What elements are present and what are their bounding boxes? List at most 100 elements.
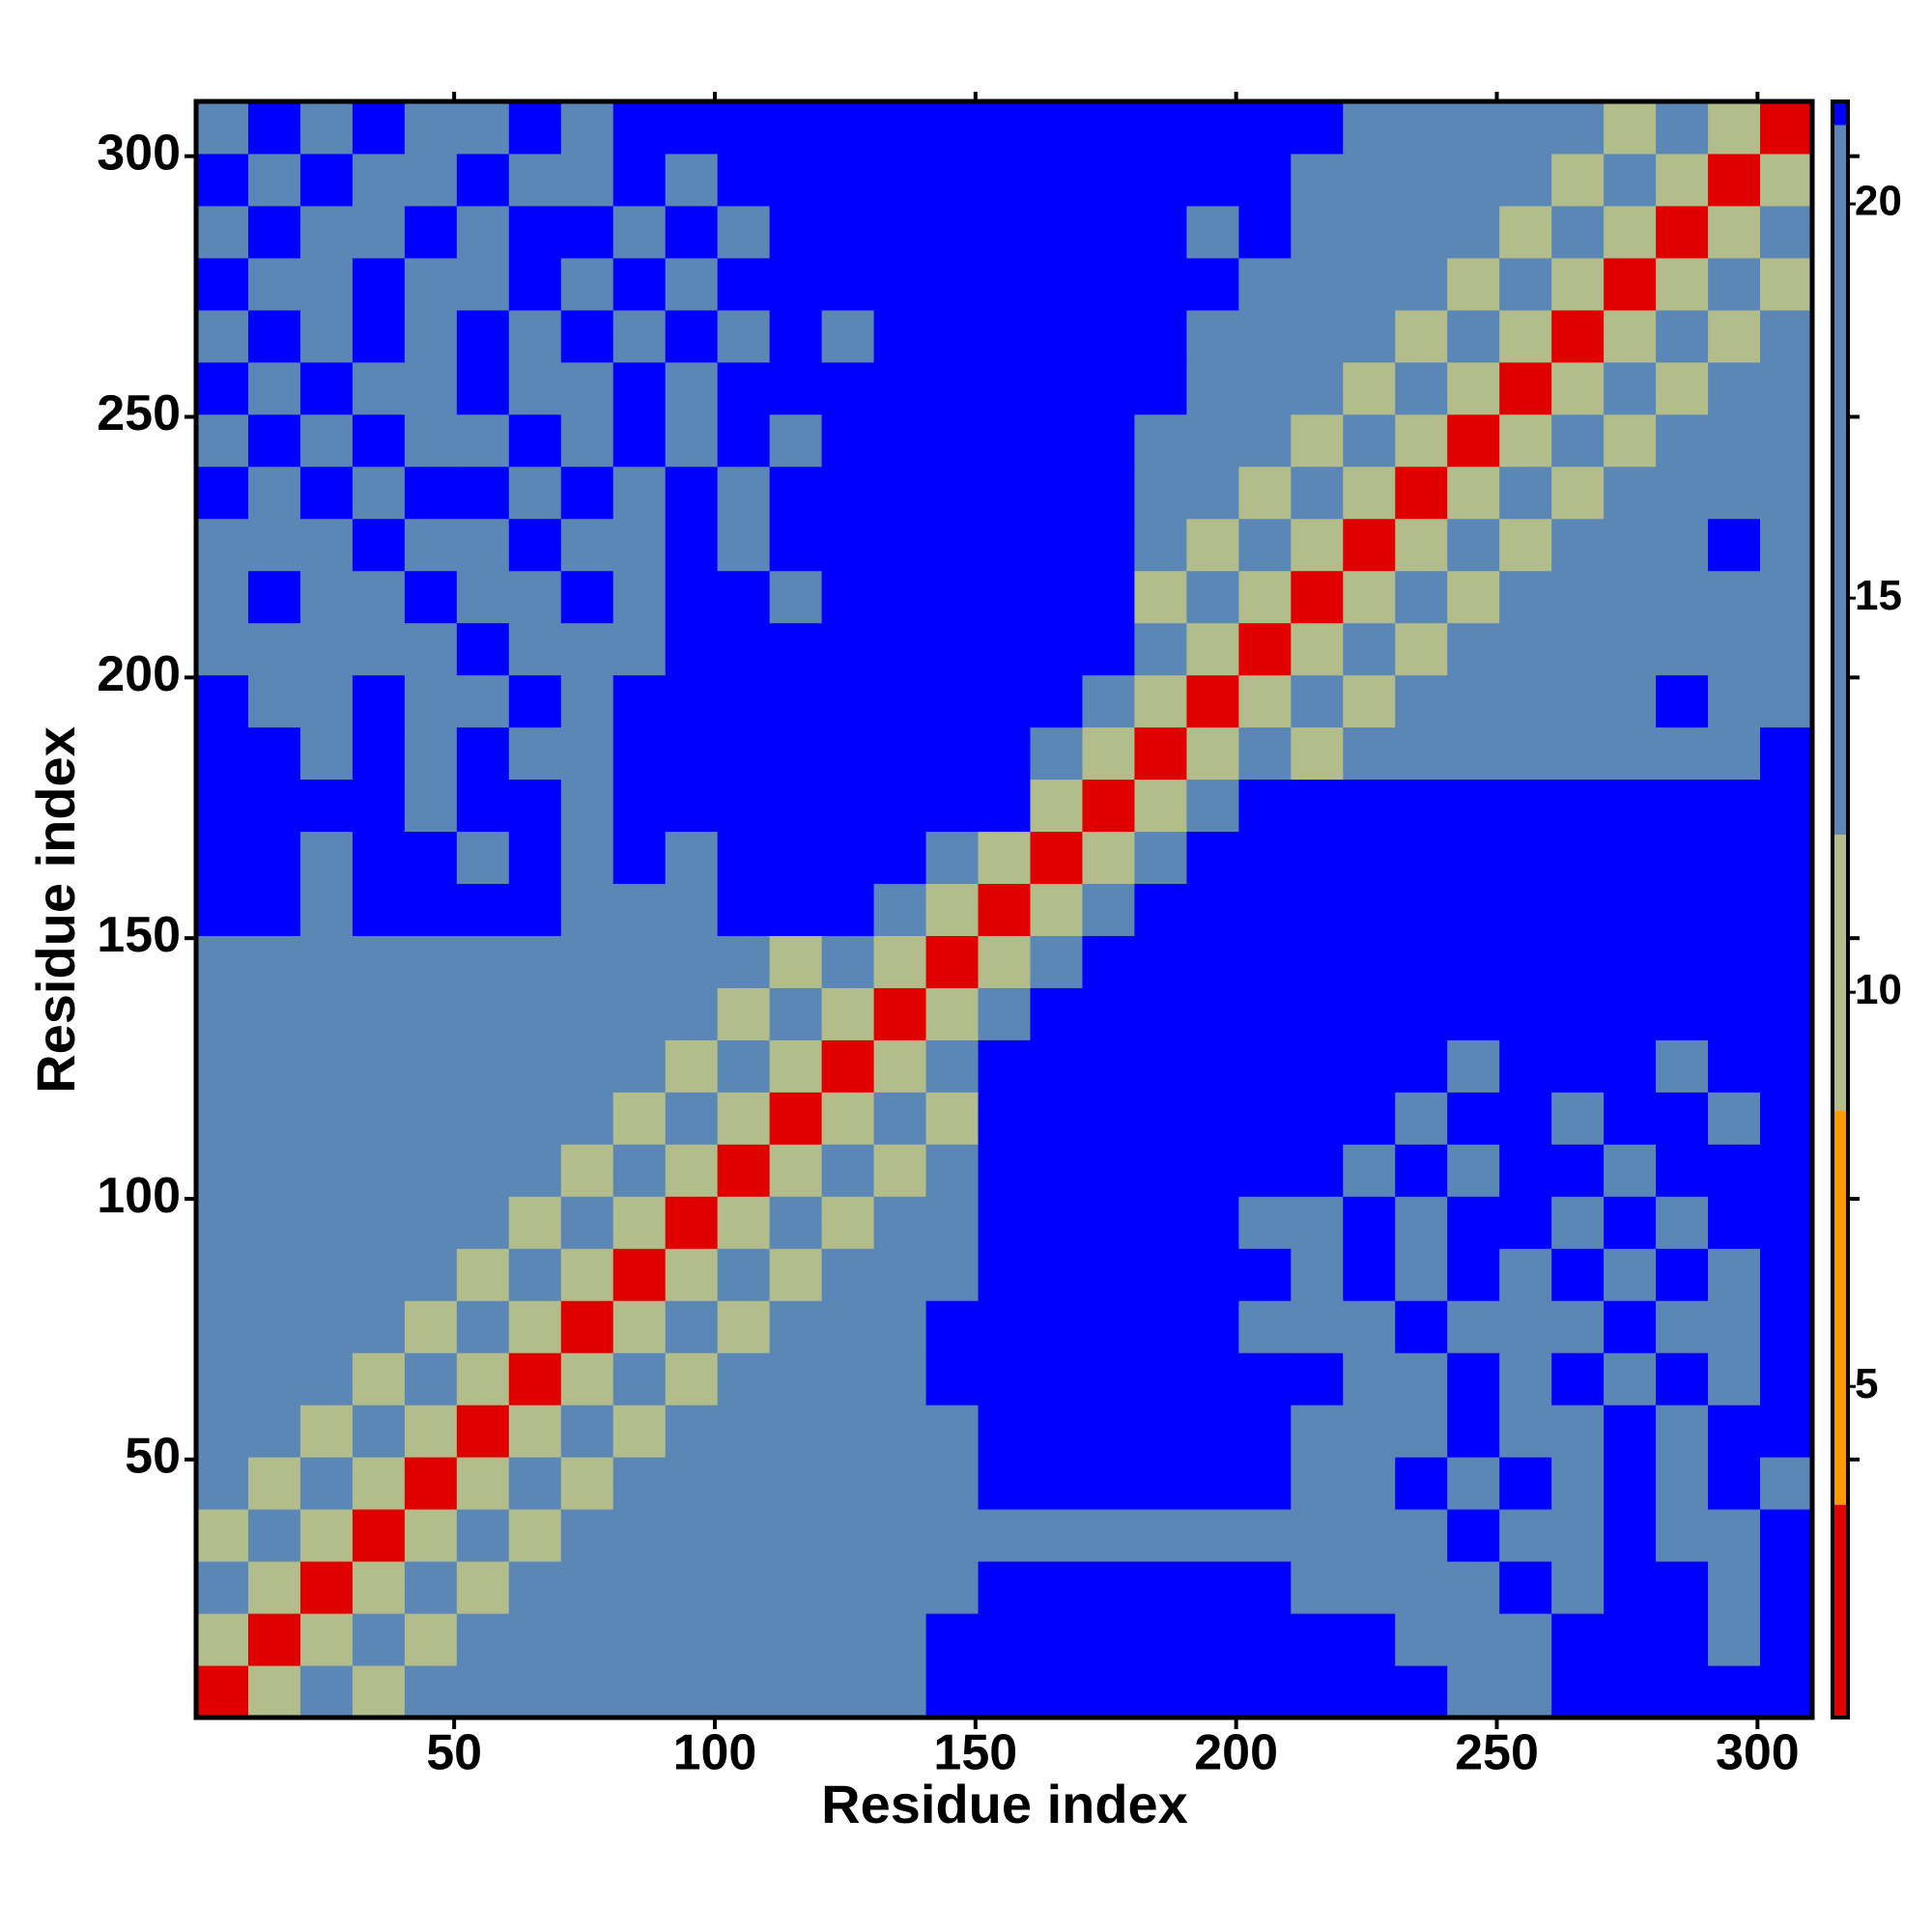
heatmap-cell	[1291, 1300, 1344, 1353]
heatmap-cell	[873, 1509, 927, 1562]
heatmap-cell	[1238, 1092, 1292, 1145]
heatmap-cell	[978, 361, 1031, 415]
heatmap-cell	[717, 205, 771, 259]
heatmap-cell	[1656, 1196, 1709, 1249]
heatmap-cell	[247, 1665, 301, 1718]
heatmap-cell	[1760, 518, 1812, 572]
heatmap-cell	[404, 153, 458, 207]
heatmap-cell	[873, 1665, 927, 1718]
heatmap-cell	[1499, 1300, 1552, 1353]
heatmap-cell	[1656, 1509, 1709, 1562]
heatmap-cell	[1447, 779, 1500, 833]
heatmap-cell	[1499, 413, 1552, 468]
heatmap-cell	[612, 101, 667, 155]
heatmap-cell	[873, 257, 927, 311]
heatmap-cell	[925, 1144, 980, 1197]
heatmap-cell	[1134, 1561, 1187, 1614]
heatmap-cell	[1082, 1039, 1135, 1093]
heatmap-cell	[1134, 987, 1187, 1040]
heatmap-cell	[1656, 1248, 1709, 1301]
heatmap-cell	[196, 153, 249, 207]
heatmap-cell	[508, 570, 562, 624]
heatmap-cell	[612, 726, 667, 781]
heatmap-cell	[508, 1144, 562, 1197]
heatmap-cell	[873, 1457, 927, 1510]
heatmap-cell	[508, 1457, 562, 1510]
heatmap-cell	[1395, 1457, 1448, 1510]
heatmap-cell	[1551, 1196, 1605, 1249]
heatmap-cell	[508, 674, 562, 728]
heatmap-cell	[1291, 726, 1344, 781]
heatmap-cell	[196, 883, 249, 936]
heatmap-cell	[925, 466, 980, 520]
heatmap-cell	[1499, 1092, 1552, 1145]
heatmap-cell	[196, 570, 249, 624]
heatmap-cell	[1760, 779, 1812, 833]
heatmap-cell	[821, 1665, 875, 1718]
heatmap-cell	[1656, 1300, 1709, 1353]
heatmap-cell	[1395, 1300, 1448, 1353]
heatmap-cell	[1134, 1665, 1187, 1718]
heatmap-cell	[456, 1561, 510, 1614]
heatmap-cell	[978, 987, 1031, 1040]
heatmap-cell	[717, 1665, 771, 1718]
heatmap-cell	[508, 726, 562, 781]
heatmap-cell	[769, 1405, 823, 1458]
heatmap-cell	[1708, 1144, 1761, 1197]
heatmap-cell	[1134, 205, 1187, 259]
heatmap-cell	[1760, 1196, 1812, 1249]
heatmap-cell	[1604, 570, 1657, 624]
heatmap-cell	[196, 1092, 249, 1145]
heatmap-cell	[299, 1092, 354, 1145]
heatmap-cell	[1238, 518, 1292, 572]
heatmap-cell	[404, 1509, 458, 1562]
heatmap-cell	[196, 779, 249, 833]
heatmap-cell	[560, 779, 614, 833]
heatmap-cell	[1343, 1352, 1396, 1406]
heatmap-cell	[1134, 413, 1187, 468]
heatmap-cell	[1082, 1405, 1135, 1458]
heatmap-cell	[1604, 1561, 1657, 1614]
heatmap-cell	[299, 257, 354, 311]
heatmap-cell	[1760, 1457, 1812, 1510]
heatmap-cell	[404, 257, 458, 311]
heatmap-cell	[1030, 987, 1083, 1040]
heatmap-cell	[821, 101, 875, 155]
heatmap-cell	[1238, 1613, 1292, 1666]
heatmap-cell	[978, 413, 1031, 468]
heatmap-cell	[1604, 466, 1657, 520]
heatmap-cell	[352, 413, 406, 468]
heatmap-cell	[769, 1248, 823, 1301]
heatmap-cell	[1030, 309, 1083, 363]
heatmap-cell	[1604, 1300, 1657, 1353]
heatmap-cell	[404, 674, 458, 728]
heatmap-cell	[1395, 1196, 1448, 1249]
heatmap-cell	[508, 257, 562, 311]
heatmap-cell	[247, 1457, 301, 1510]
heatmap-cell	[1499, 883, 1552, 936]
heatmap-cell	[1760, 466, 1812, 520]
heatmap-cell	[1082, 361, 1135, 415]
heatmap-cell	[1030, 1509, 1083, 1562]
heatmap-cell	[247, 1509, 301, 1562]
heatmap-cell	[247, 935, 301, 988]
heatmap-cell	[1604, 1196, 1657, 1249]
heatmap-cell	[299, 1300, 354, 1353]
heatmap-cell	[717, 1196, 771, 1249]
heatmap-cell	[1551, 779, 1605, 833]
heatmap-cell	[456, 1196, 510, 1249]
x-tick-label: 100	[673, 1725, 757, 1781]
heatmap-cell	[925, 1092, 980, 1145]
heatmap-cell	[196, 674, 249, 728]
heatmap-cell	[925, 883, 980, 936]
heatmap-cell	[1186, 257, 1239, 311]
heatmap-cell	[1395, 1613, 1448, 1666]
heatmap-cell	[612, 1092, 667, 1145]
heatmap-cell	[352, 518, 406, 572]
heatmap-cell	[612, 987, 667, 1040]
heatmap-cell	[1395, 205, 1448, 259]
heatmap-cell	[769, 1300, 823, 1353]
heatmap-cell	[1395, 101, 1448, 155]
heatmap-cell	[1604, 726, 1657, 781]
heatmap-cell	[560, 518, 614, 572]
